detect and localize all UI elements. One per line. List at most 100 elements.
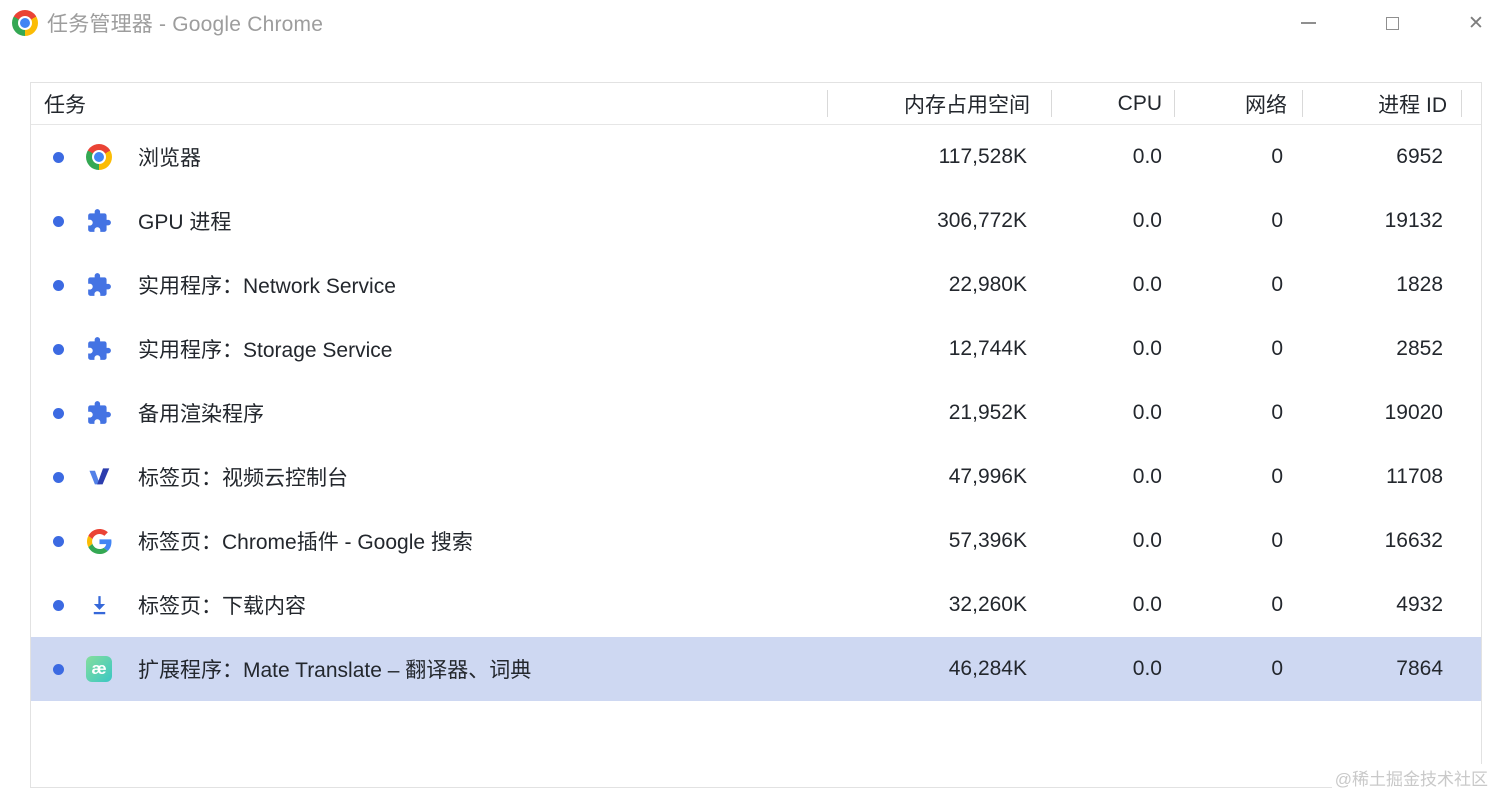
task-name: 实用程序：Storage Service (138, 339, 393, 362)
process-bullet-icon (53, 343, 64, 355)
cpu-value: 0.0 (1132, 273, 1162, 296)
network-value: 0 (1271, 273, 1283, 296)
cpu-value: 0.0 (1132, 209, 1162, 232)
mate-translate-icon: æ (86, 656, 112, 682)
task-cell: 备用渲染程序 (31, 398, 828, 428)
pid-value: 11708 (1386, 465, 1443, 488)
network-value: 0 (1271, 145, 1283, 168)
process-table: 任务 内存占用空间 CPU 网络 进程 ID 浏览器 117,528K 0.0 … (30, 82, 1482, 788)
pid-value: 6952 (1396, 145, 1443, 168)
process-bullet-icon (53, 535, 64, 547)
task-name: GPU 进程 (138, 211, 232, 234)
pid-value: 19020 (1384, 401, 1443, 424)
cpu-value: 0.0 (1132, 465, 1162, 488)
cpu-value: 0.0 (1132, 593, 1162, 616)
watermark: @稀土掘金技术社区 (1331, 764, 1491, 793)
v-logo-icon (86, 464, 112, 490)
task-cell: 浏览器 (31, 142, 828, 172)
extension-puzzle-icon (86, 400, 112, 426)
pid-value: 2852 (1396, 337, 1443, 360)
task-name: 标签页：视频云控制台 (138, 467, 348, 490)
network-value: 0 (1271, 337, 1283, 360)
column-header-task[interactable]: 任务 (31, 83, 828, 125)
process-bullet-icon (53, 663, 64, 675)
network-value: 0 (1271, 529, 1283, 552)
task-name: 浏览器 (138, 147, 201, 170)
network-value: 0 (1271, 657, 1283, 680)
window-title: 任务管理器 - Google Chrome (47, 13, 324, 36)
maximize-button[interactable] (1364, 3, 1420, 43)
titlebar: 任务管理器 - Google Chrome ✕ (0, 0, 1512, 46)
pid-value: 19132 (1384, 209, 1443, 232)
process-bullet-icon (53, 151, 64, 163)
pid-value: 16632 (1384, 529, 1443, 552)
extension-puzzle-icon (86, 208, 112, 234)
table-row[interactable]: 实用程序：Storage Service 12,744K 0.0 0 2852 (31, 317, 1481, 381)
memory-value: 12,744K (948, 337, 1027, 360)
close-button[interactable]: ✕ (1448, 3, 1504, 43)
download-icon (86, 592, 112, 618)
task-cell: 标签页：下载内容 (31, 590, 828, 620)
cpu-value: 0.0 (1132, 529, 1162, 552)
table-row[interactable]: 备用渲染程序 21,952K 0.0 0 19020 (31, 381, 1481, 445)
table-body: 浏览器 117,528K 0.0 0 6952 GPU 进程 306,772K … (31, 125, 1481, 701)
close-icon: ✕ (1468, 12, 1484, 34)
pid-value: 7864 (1396, 657, 1443, 680)
task-name: 备用渲染程序 (138, 403, 264, 426)
memory-value: 22,980K (948, 273, 1027, 296)
table-empty-area (31, 701, 1481, 787)
memory-value: 57,396K (948, 529, 1027, 552)
table-row[interactable]: 标签页：视频云控制台 47,996K 0.0 0 11708 (31, 445, 1481, 509)
pid-value: 1828 (1396, 273, 1443, 296)
column-header-spacer (1462, 83, 1481, 125)
network-value: 0 (1271, 209, 1283, 232)
task-cell: GPU 进程 (31, 206, 828, 236)
pid-value: 4932 (1396, 593, 1443, 616)
minimize-icon (1300, 22, 1316, 24)
network-value: 0 (1271, 401, 1283, 424)
chrome-logo-icon (12, 10, 38, 36)
task-cell: æ 扩展程序：Mate Translate – 翻译器、词典 (31, 654, 828, 684)
cpu-value: 0.0 (1132, 337, 1162, 360)
process-bullet-icon (53, 471, 64, 483)
maximize-icon (1385, 16, 1399, 30)
task-name: 标签页：下载内容 (138, 595, 306, 618)
table-row[interactable]: 浏览器 117,528K 0.0 0 6952 (31, 125, 1481, 189)
table-row[interactable]: GPU 进程 306,772K 0.0 0 19132 (31, 189, 1481, 253)
task-cell: 标签页：Chrome插件 - Google 搜索 (31, 526, 828, 556)
task-cell: 实用程序：Storage Service (31, 334, 828, 364)
memory-value: 306,772K (937, 209, 1027, 232)
extension-puzzle-icon (86, 336, 112, 362)
network-value: 0 (1271, 465, 1283, 488)
column-header-memory[interactable]: 内存占用空间 (828, 83, 1052, 125)
column-header-cpu[interactable]: CPU (1052, 83, 1175, 125)
memory-value: 117,528K (938, 145, 1027, 168)
table-row[interactable]: 实用程序：Network Service 22,980K 0.0 0 1828 (31, 253, 1481, 317)
table-header: 任务 内存占用空间 CPU 网络 进程 ID (31, 83, 1481, 125)
memory-value: 32,260K (948, 593, 1027, 616)
memory-value: 21,952K (948, 401, 1027, 424)
cpu-value: 0.0 (1132, 401, 1162, 424)
table-row[interactable]: æ 扩展程序：Mate Translate – 翻译器、词典 46,284K 0… (31, 637, 1481, 701)
process-bullet-icon (53, 407, 64, 419)
memory-value: 47,996K (948, 465, 1027, 488)
extension-puzzle-icon (86, 272, 112, 298)
task-name: 扩展程序：Mate Translate – 翻译器、词典 (138, 659, 532, 682)
column-header-pid[interactable]: 进程 ID (1303, 83, 1462, 125)
minimize-button[interactable] (1280, 3, 1336, 43)
network-value: 0 (1271, 593, 1283, 616)
task-name: 标签页：Chrome插件 - Google 搜索 (138, 531, 473, 554)
column-header-network[interactable]: 网络 (1175, 83, 1303, 125)
task-name: 实用程序：Network Service (138, 275, 396, 298)
table-row[interactable]: 标签页：下载内容 32,260K 0.0 0 4932 (31, 573, 1481, 637)
cpu-value: 0.0 (1132, 657, 1162, 680)
process-bullet-icon (53, 215, 64, 227)
task-cell: 实用程序：Network Service (31, 270, 828, 300)
table-row[interactable]: 标签页：Chrome插件 - Google 搜索 57,396K 0.0 0 1… (31, 509, 1481, 573)
process-bullet-icon (53, 599, 64, 611)
google-g-icon (86, 528, 112, 554)
cpu-value: 0.0 (1132, 145, 1162, 168)
process-bullet-icon (53, 279, 64, 291)
window-controls: ✕ (1252, 0, 1504, 46)
